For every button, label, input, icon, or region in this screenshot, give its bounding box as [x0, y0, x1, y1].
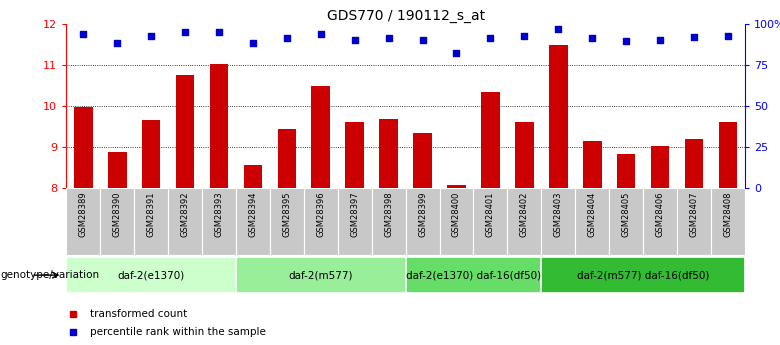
Bar	[134, 188, 168, 255]
Text: GSM28408: GSM28408	[723, 191, 732, 237]
Point	[654, 37, 666, 42]
Bar	[576, 188, 609, 255]
Text: GSM28394: GSM28394	[248, 191, 257, 237]
Text: percentile rank within the sample: percentile rank within the sample	[90, 327, 266, 337]
Bar	[108, 152, 126, 188]
Bar	[236, 188, 270, 255]
Point	[518, 33, 530, 38]
Text: daf-2(e1370) daf-16(df50): daf-2(e1370) daf-16(df50)	[406, 270, 541, 280]
Text: daf-2(e1370): daf-2(e1370)	[118, 270, 185, 280]
Text: GSM28392: GSM28392	[180, 191, 190, 237]
Bar	[176, 75, 194, 188]
Point	[722, 33, 734, 38]
Text: GSM28407: GSM28407	[690, 191, 699, 237]
Point	[179, 29, 191, 34]
Point	[111, 40, 123, 45]
Bar	[101, 188, 134, 255]
Bar	[651, 146, 669, 188]
Text: GSM28396: GSM28396	[316, 191, 325, 237]
Text: GSM28389: GSM28389	[79, 191, 88, 237]
Point	[484, 36, 497, 41]
Bar	[66, 257, 236, 293]
Bar	[440, 188, 473, 255]
Bar	[74, 107, 93, 188]
Text: GSM28404: GSM28404	[587, 191, 597, 237]
Bar	[236, 257, 406, 293]
Text: GSM28399: GSM28399	[418, 191, 427, 237]
Point	[77, 32, 90, 37]
Point	[586, 36, 598, 41]
Bar	[541, 257, 745, 293]
Point	[417, 37, 429, 42]
Bar	[346, 122, 364, 188]
Bar	[168, 188, 202, 255]
Text: GSM28393: GSM28393	[215, 191, 224, 237]
Bar	[278, 129, 296, 188]
Bar	[643, 188, 677, 255]
Bar	[413, 133, 432, 188]
Point	[246, 40, 259, 45]
Bar	[379, 119, 398, 188]
Point	[620, 39, 633, 44]
Bar	[583, 141, 601, 188]
Bar	[270, 188, 304, 255]
Text: GSM28402: GSM28402	[519, 191, 529, 237]
Text: genotype/variation: genotype/variation	[1, 270, 100, 280]
Bar	[507, 188, 541, 255]
Text: transformed count: transformed count	[90, 309, 187, 318]
Bar	[609, 188, 643, 255]
Point	[314, 32, 327, 37]
Text: GSM28401: GSM28401	[486, 191, 495, 237]
Bar	[473, 188, 507, 255]
Text: GSM28390: GSM28390	[112, 191, 122, 237]
Bar	[515, 122, 534, 188]
Bar	[406, 257, 541, 293]
Text: GSM28405: GSM28405	[622, 191, 631, 237]
Bar	[549, 45, 568, 188]
Bar	[66, 188, 101, 255]
Bar	[142, 120, 161, 188]
Bar	[711, 188, 745, 255]
Point	[382, 36, 395, 41]
Text: GSM28398: GSM28398	[384, 191, 393, 237]
Bar	[685, 139, 704, 188]
Point	[450, 50, 463, 56]
Bar	[202, 188, 236, 255]
Bar	[718, 122, 737, 188]
Bar	[311, 86, 330, 188]
Text: daf-2(m577) daf-16(df50): daf-2(m577) daf-16(df50)	[577, 270, 709, 280]
Text: GSM28391: GSM28391	[147, 191, 156, 237]
Point	[688, 34, 700, 40]
Bar	[447, 185, 466, 188]
Bar	[243, 166, 262, 188]
Text: GSM28406: GSM28406	[655, 191, 665, 237]
Text: GSM28395: GSM28395	[282, 191, 292, 237]
Point	[281, 36, 293, 41]
Bar	[541, 188, 575, 255]
Point	[552, 26, 565, 32]
Bar	[617, 155, 636, 188]
Bar	[338, 188, 372, 255]
Text: daf-2(m577): daf-2(m577)	[289, 270, 353, 280]
Point	[213, 29, 225, 34]
Bar	[304, 188, 338, 255]
Bar	[406, 188, 440, 255]
Point	[349, 37, 361, 42]
Bar	[210, 64, 229, 188]
Text: GSM28397: GSM28397	[350, 191, 360, 237]
Point	[145, 33, 158, 38]
Text: GSM28403: GSM28403	[554, 191, 563, 237]
Bar	[677, 188, 711, 255]
Text: GSM28400: GSM28400	[452, 191, 461, 237]
Bar	[372, 188, 406, 255]
Bar	[481, 92, 500, 188]
Title: GDS770 / 190112_s_at: GDS770 / 190112_s_at	[327, 9, 484, 23]
